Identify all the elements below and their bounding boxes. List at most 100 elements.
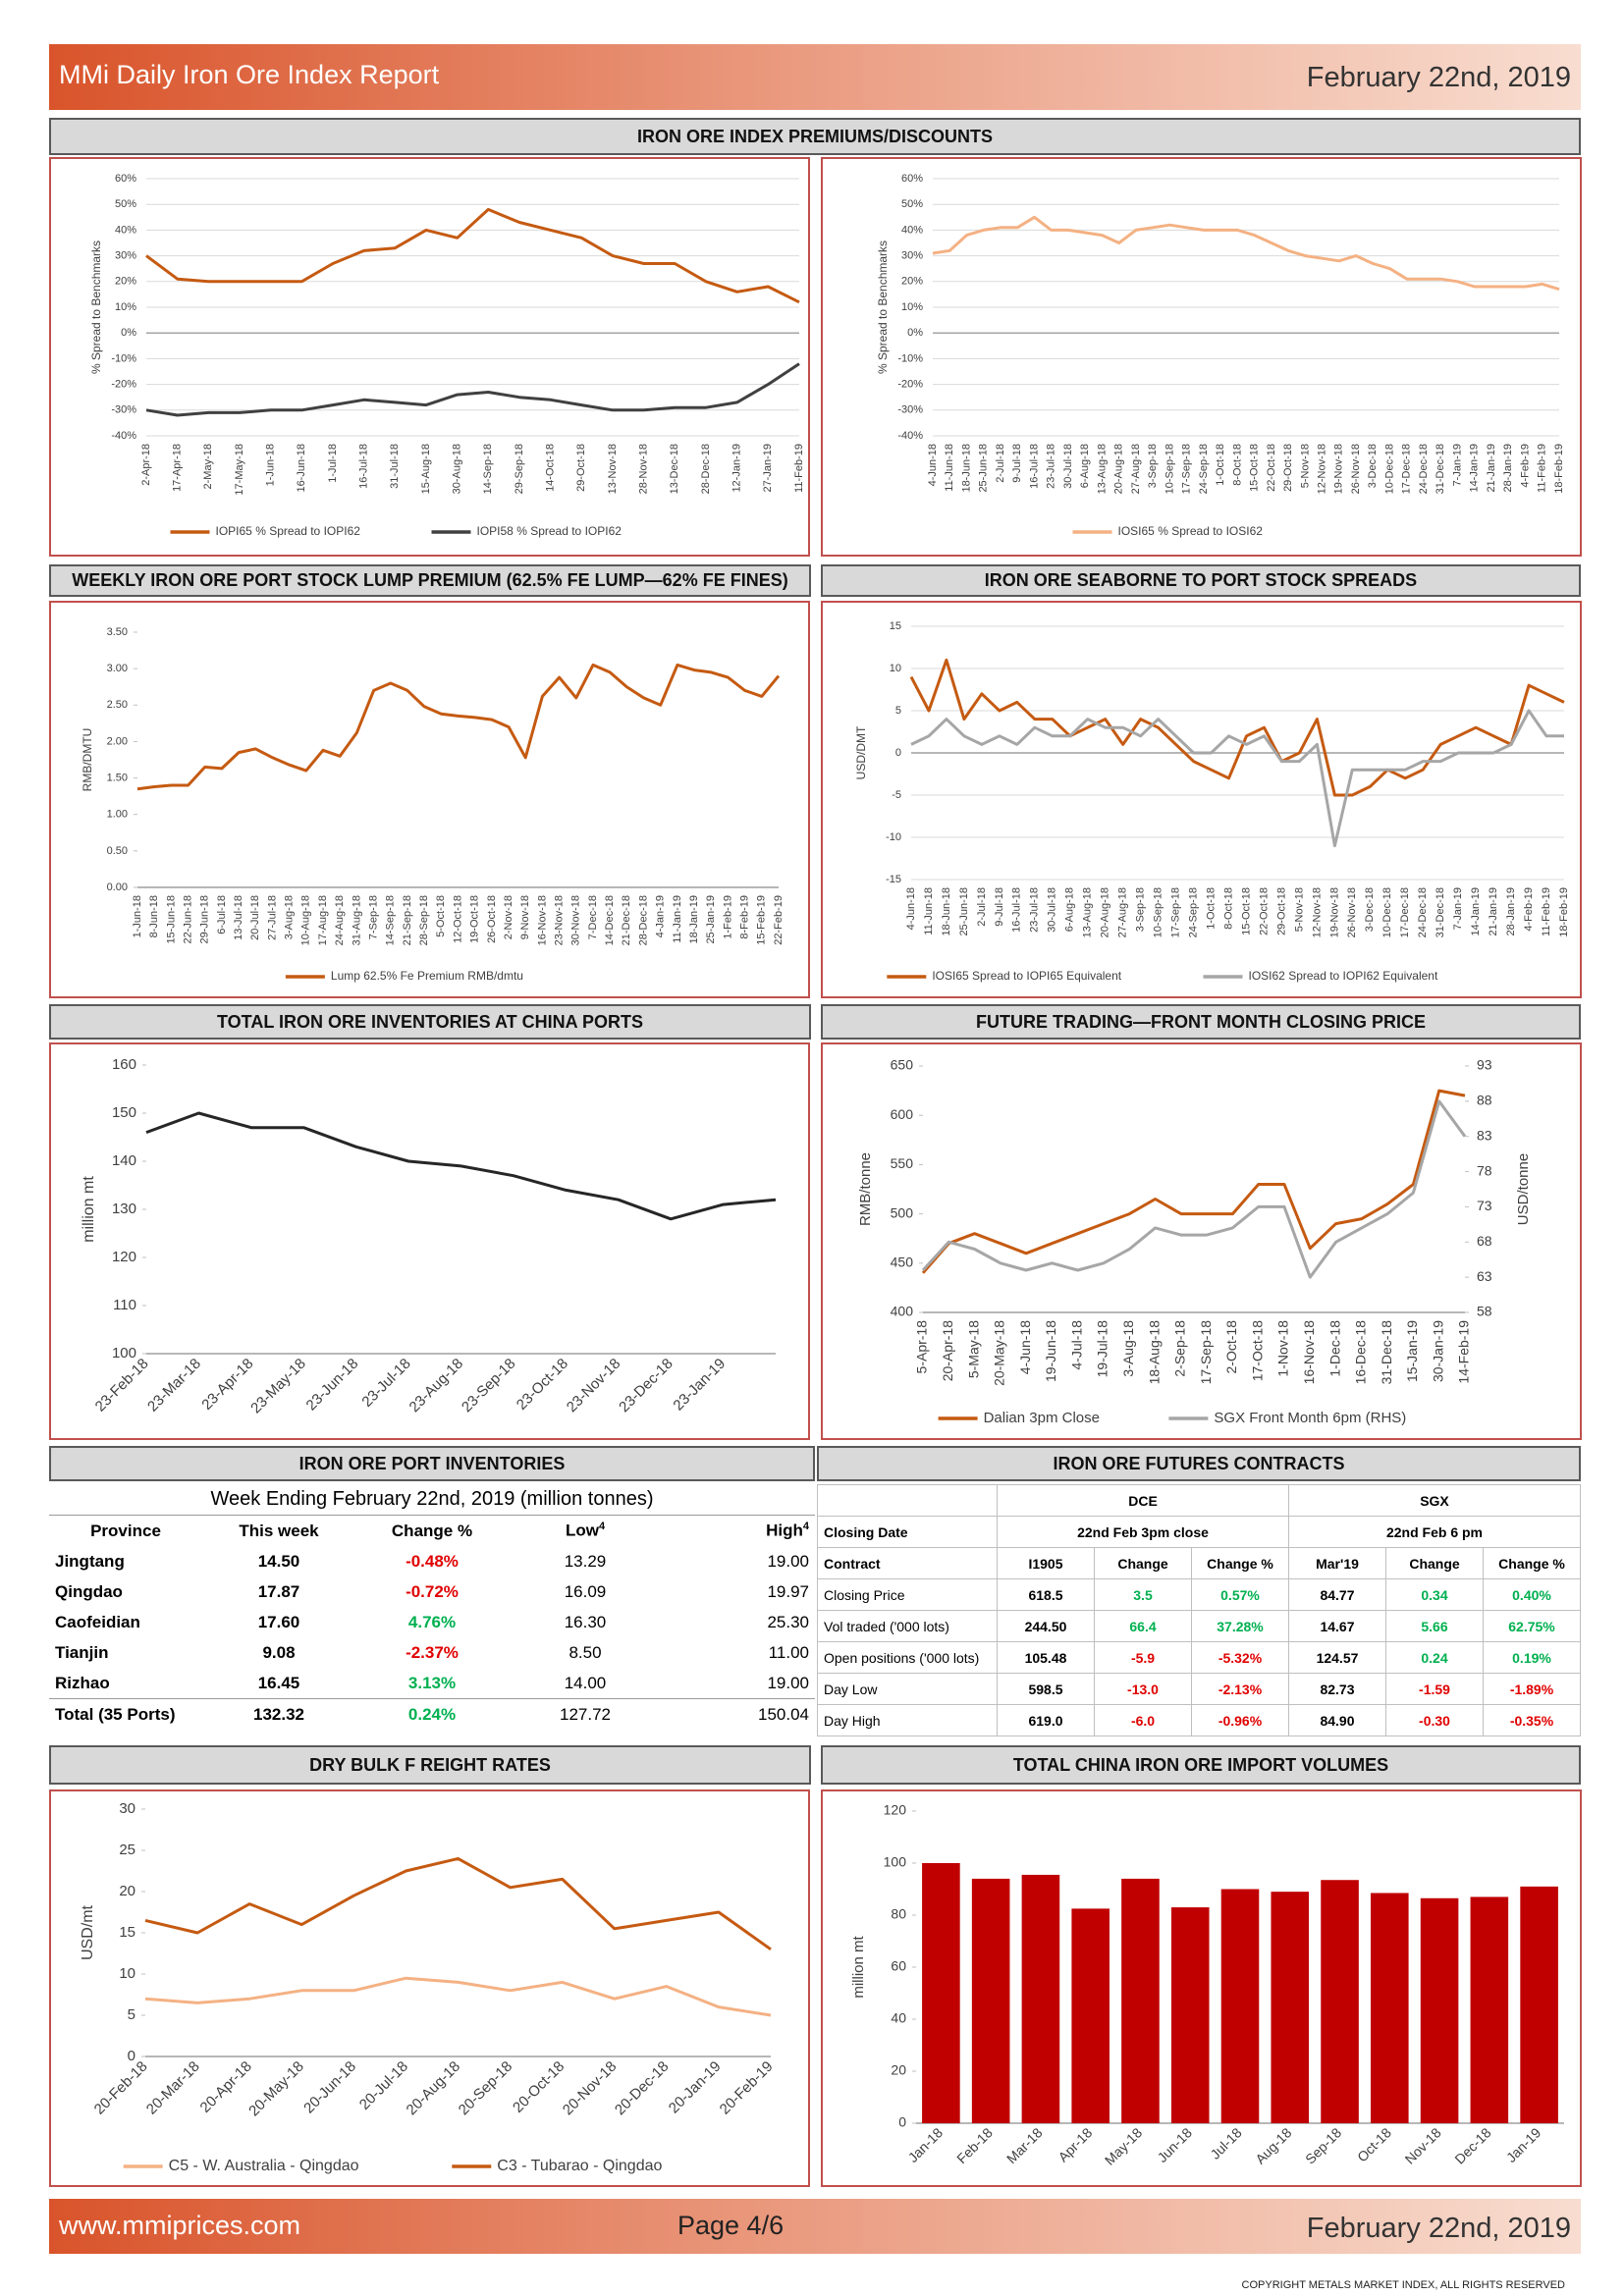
x-tick-label: 17-May-18 (234, 444, 245, 496)
y-tick-label: 120 (112, 1249, 136, 1265)
x-tick-label: 4-Jun-18 (905, 887, 917, 930)
table-cell: 37.28% (1191, 1610, 1289, 1642)
y-tick-label: -10 (886, 831, 901, 843)
table-cell: -2.13% (1191, 1673, 1289, 1705)
x-tick-label: 28-Nov-18 (638, 444, 650, 494)
x-tick-label: 1-Jul-18 (327, 444, 339, 483)
table-header: Change (1094, 1547, 1192, 1579)
x-tick-label: 13-Aug-18 (1096, 444, 1108, 494)
y-tick-label: 550 (891, 1155, 914, 1171)
table-header: High4 (662, 1516, 815, 1547)
table-header: This week (202, 1516, 355, 1547)
y-tick-label: 15 (890, 620, 901, 632)
y-tick-label: 10% (901, 301, 923, 313)
table-cell: 19.00 (767, 1673, 809, 1692)
x-tick-label: 4-Jul-18 (1068, 1320, 1084, 1370)
table-header: Mar'19 (1288, 1547, 1386, 1579)
x-tick-label: 18-Jan-19 (688, 895, 700, 944)
y-tick-label: 25 (119, 1842, 135, 1858)
footer-bar: www.mmiprices.com Page 4/6 February 22nd… (49, 2199, 1581, 2254)
table-cell: Closing Date (817, 1516, 998, 1548)
y-tick-label: 450 (891, 1255, 914, 1270)
bar (1520, 1886, 1558, 2123)
x-tick-label: 20-Feb-19 (717, 2058, 777, 2118)
x-tick-label: 5-Apr-18 (914, 1320, 930, 1374)
table-cell: 19.00 (767, 1551, 809, 1571)
bar (1220, 1889, 1260, 2123)
y2-tick-label: 68 (1477, 1233, 1492, 1249)
table-cell: 0.24% (355, 1698, 509, 1730)
y-tick-label: 600 (891, 1106, 914, 1122)
table-cell: Closing Price (817, 1578, 998, 1611)
x-tick-label: 14-Sep-18 (385, 895, 397, 945)
x-tick-label: 23-Jan-19 (670, 1356, 729, 1415)
table-row: Tianjin 9.08 -2.37% 8.50 11.00 (49, 1637, 815, 1668)
x-tick-label: 28-Jan-19 (1502, 444, 1514, 493)
table-cell: 618.5 (997, 1578, 1095, 1611)
series-line (136, 663, 781, 791)
x-tick-label: 6-Jul-18 (216, 895, 228, 934)
x-tick-label: 29-Oct-18 (1282, 444, 1294, 492)
x-tick-label: 1-Dec-18 (1326, 1320, 1342, 1377)
y-tick-label: 20 (891, 2062, 906, 2078)
series-line (145, 1111, 777, 1221)
x-tick-label: 20-Feb-18 (91, 2058, 151, 2118)
x-tick-label: 23-Jul-18 (1029, 887, 1041, 933)
table-row: Qingdao 17.87 -0.72% 16.09 19.97 (49, 1576, 815, 1607)
legend-label: IOSI65 % Spread to IOSI62 (1118, 524, 1264, 538)
x-tick-label: 20-Aug-18 (1100, 887, 1111, 937)
report-title: MMi Daily Iron Ore Index Report (59, 60, 440, 89)
header-text: Province (90, 1521, 161, 1540)
y-axis-label: RMB/tonne (857, 1152, 874, 1226)
header-sup: 4 (598, 1521, 606, 1533)
table-cell: 66.4 (1094, 1610, 1192, 1642)
x-tick-label: 19-Nov-18 (1328, 887, 1340, 937)
x-tick-label: 20-Aug-18 (1113, 444, 1125, 494)
footer-page: Page 4/6 (677, 2211, 785, 2240)
table-cell: -2.37% (406, 1642, 459, 1662)
futures-table: DCE SGX Closing Date 22nd Feb 3pm close 22nd… (817, 1484, 1581, 1736)
x-tick-label: 24-Dec-18 (1418, 444, 1430, 494)
y-tick-label: 15 (119, 1924, 135, 1941)
table-cell: 0.24 (1385, 1641, 1484, 1674)
y2-axis-label: USD/tonne (1515, 1153, 1532, 1225)
bar (1371, 1893, 1409, 2123)
x-tick-label: 17-Sep-18 (1181, 444, 1193, 494)
chart: -40% -30% -20% -10% 0% 10% 20% 30% 40% 50% 60% 4-Ju… (821, 157, 1582, 557)
x-tick-label: 2-Apr-18 (140, 444, 152, 486)
x-tick-label: 19-Jul-18 (1095, 1320, 1110, 1378)
table-cell: 82.73 (1288, 1673, 1386, 1705)
legend-label: IOSI62 Spread to IOPI62 Equivalent (1249, 969, 1438, 983)
legend-label: IOPI58 % Spread to IOPI62 (477, 524, 623, 538)
x-tick-label: 16-Jul-18 (1011, 887, 1023, 933)
table-cell: 5.66 (1385, 1610, 1484, 1642)
y2-tick-label: 88 (1477, 1093, 1492, 1108)
series-line (910, 709, 1564, 848)
x-tick-label: 6-Aug-18 (1064, 887, 1076, 932)
x-tick-label: 16-Nov-18 (1301, 1320, 1317, 1385)
x-tick-label: Jun-18 (1154, 2124, 1195, 2165)
table-row: DCE SGX (817, 1484, 1581, 1517)
y-tick-label: 150 (112, 1104, 136, 1121)
x-tick-label: 23-Nov-18 (554, 895, 566, 945)
x-tick-label: 16-Jul-18 (358, 444, 370, 489)
x-tick-label: 3-Aug-18 (284, 895, 296, 939)
y-axis-label: % Spread to Benchmarks (876, 240, 890, 374)
x-tick-label: 3-Dec-18 (1367, 444, 1379, 488)
table-subtitle: Week Ending February 22nd, 2019 (million… (49, 1484, 815, 1516)
x-tick-label: 20-Apr-18 (940, 1320, 955, 1381)
y-tick-label: 110 (113, 1297, 136, 1313)
table-cell: 13.29 (564, 1551, 607, 1571)
series-line (144, 1856, 772, 1951)
bar (1420, 1897, 1459, 2123)
x-tick-label: 10-Sep-18 (1153, 887, 1164, 937)
x-tick-label: 10-Aug-18 (300, 895, 312, 945)
x-tick-label: 2-Jul-18 (976, 887, 988, 927)
y-tick-label: 40% (901, 224, 923, 236)
chart-banner: IRON ORE SEABORNE TO PORT STOCK SPREADS (821, 564, 1581, 597)
y-tick-label: 3.00 (107, 663, 128, 674)
x-tick-label: 28-Sep-18 (418, 895, 430, 945)
x-tick-label: 25-Jan-19 (705, 895, 717, 944)
header-bar: MMi Daily Iron Ore Index Report February… (49, 44, 1581, 110)
x-tick-label: 25-Jun-18 (978, 444, 990, 493)
